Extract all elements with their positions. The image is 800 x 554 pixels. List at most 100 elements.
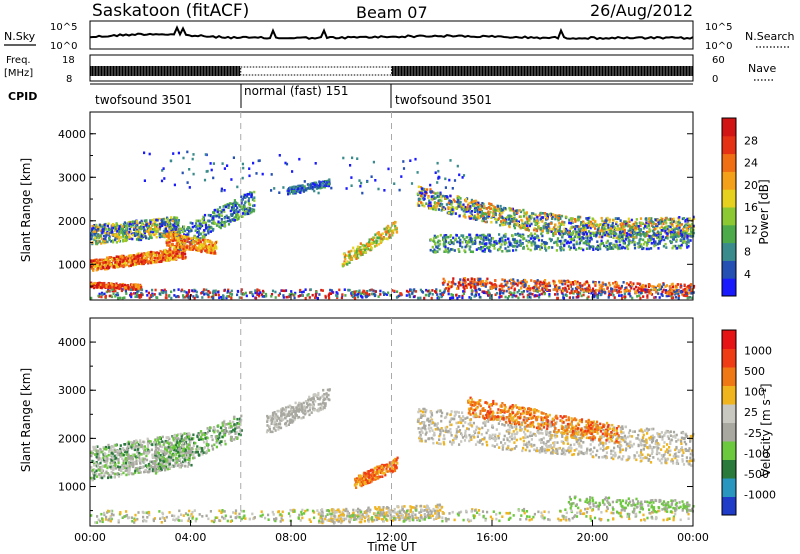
power-cell xyxy=(220,218,223,221)
power-cell xyxy=(137,262,141,265)
power-cell xyxy=(634,236,637,239)
power-cell xyxy=(639,243,642,246)
power-cell xyxy=(418,198,421,201)
power-cell xyxy=(168,225,171,229)
power-cell xyxy=(236,206,239,209)
power-cell xyxy=(234,204,237,207)
power-cell xyxy=(115,255,118,258)
power-cell xyxy=(525,216,528,219)
power-cell xyxy=(313,185,316,189)
power-cell xyxy=(648,230,651,233)
power-cell xyxy=(576,225,579,228)
power-cell xyxy=(95,223,98,227)
power-cell xyxy=(139,238,143,242)
power-cell xyxy=(153,220,157,223)
power-cell xyxy=(689,227,692,230)
power-cell xyxy=(574,220,577,223)
power-cell xyxy=(205,292,208,295)
power-cell xyxy=(163,252,166,256)
power-cell xyxy=(116,264,119,268)
power-cell xyxy=(173,224,176,228)
power-cell xyxy=(116,234,119,237)
power-cell xyxy=(478,247,481,250)
power-cell xyxy=(90,233,93,237)
power-cell xyxy=(688,296,691,299)
power-cell xyxy=(529,237,532,240)
power-cell xyxy=(343,261,346,265)
power-cell xyxy=(141,223,144,226)
power-cell xyxy=(620,225,623,228)
power-cell xyxy=(535,219,538,223)
power-cell xyxy=(143,228,146,232)
power-cell xyxy=(191,225,194,229)
power-cell xyxy=(593,294,596,298)
power-cell xyxy=(418,204,421,207)
power-cell xyxy=(301,184,304,187)
power-cell xyxy=(655,225,658,228)
power-cell xyxy=(207,295,210,299)
power-cell xyxy=(151,292,154,296)
power-cell xyxy=(409,288,412,291)
power-cell xyxy=(577,215,580,219)
power-cell xyxy=(619,219,622,222)
power-cell xyxy=(444,238,448,242)
power-cell xyxy=(330,289,333,292)
power-cell xyxy=(635,222,638,225)
power-cell xyxy=(522,215,526,218)
power-cell xyxy=(395,226,398,230)
power-cell xyxy=(202,218,206,222)
nsky-frame xyxy=(89,20,694,50)
power-cell xyxy=(368,241,371,244)
power-cell xyxy=(445,203,448,206)
power-cell xyxy=(521,292,524,296)
power-cell xyxy=(192,240,195,243)
nsky-tick-bottom-right: 10^0 xyxy=(705,41,732,52)
power-cell xyxy=(140,227,144,230)
power-cell xyxy=(526,226,529,229)
cpid-segment-2: normal (fast) 151 xyxy=(244,84,348,98)
power-cell xyxy=(623,231,626,234)
power-cell xyxy=(98,262,101,266)
power-cell xyxy=(181,250,185,254)
power-cell xyxy=(619,223,622,226)
power-cell xyxy=(189,227,192,231)
power-cell xyxy=(209,214,212,217)
power-cell xyxy=(670,233,674,236)
power-cell xyxy=(188,245,191,248)
power-cell xyxy=(570,226,573,229)
power-cell xyxy=(613,296,616,299)
power-cell xyxy=(528,215,531,218)
power-cell xyxy=(175,235,178,238)
power-cell xyxy=(159,253,162,257)
power-cell xyxy=(610,224,613,228)
power-cell xyxy=(558,232,561,235)
power-cell xyxy=(539,245,542,248)
power-cell xyxy=(671,220,674,223)
power-cell xyxy=(115,263,118,267)
power-cell xyxy=(488,245,491,249)
power-cell xyxy=(181,255,184,258)
power-cell xyxy=(423,194,426,197)
power-cell xyxy=(617,246,620,250)
power-cell xyxy=(391,233,394,237)
power-cell xyxy=(242,195,246,199)
power-cell xyxy=(569,233,572,236)
power-cell xyxy=(541,234,544,238)
power-cell xyxy=(434,242,437,246)
power-cell xyxy=(95,268,98,272)
power-cell xyxy=(606,248,609,251)
power-cell xyxy=(585,232,589,236)
power-cell xyxy=(145,221,148,224)
power-cell xyxy=(157,254,160,258)
power-cell xyxy=(517,234,520,237)
power-cell xyxy=(123,230,126,234)
power-cell xyxy=(108,294,111,298)
power-cell xyxy=(175,239,178,243)
power-cell xyxy=(457,199,460,202)
power-cell xyxy=(481,246,485,249)
power-cell xyxy=(479,208,482,211)
power-cell xyxy=(664,242,667,246)
power-cell xyxy=(665,221,668,225)
power-cell xyxy=(621,227,624,230)
